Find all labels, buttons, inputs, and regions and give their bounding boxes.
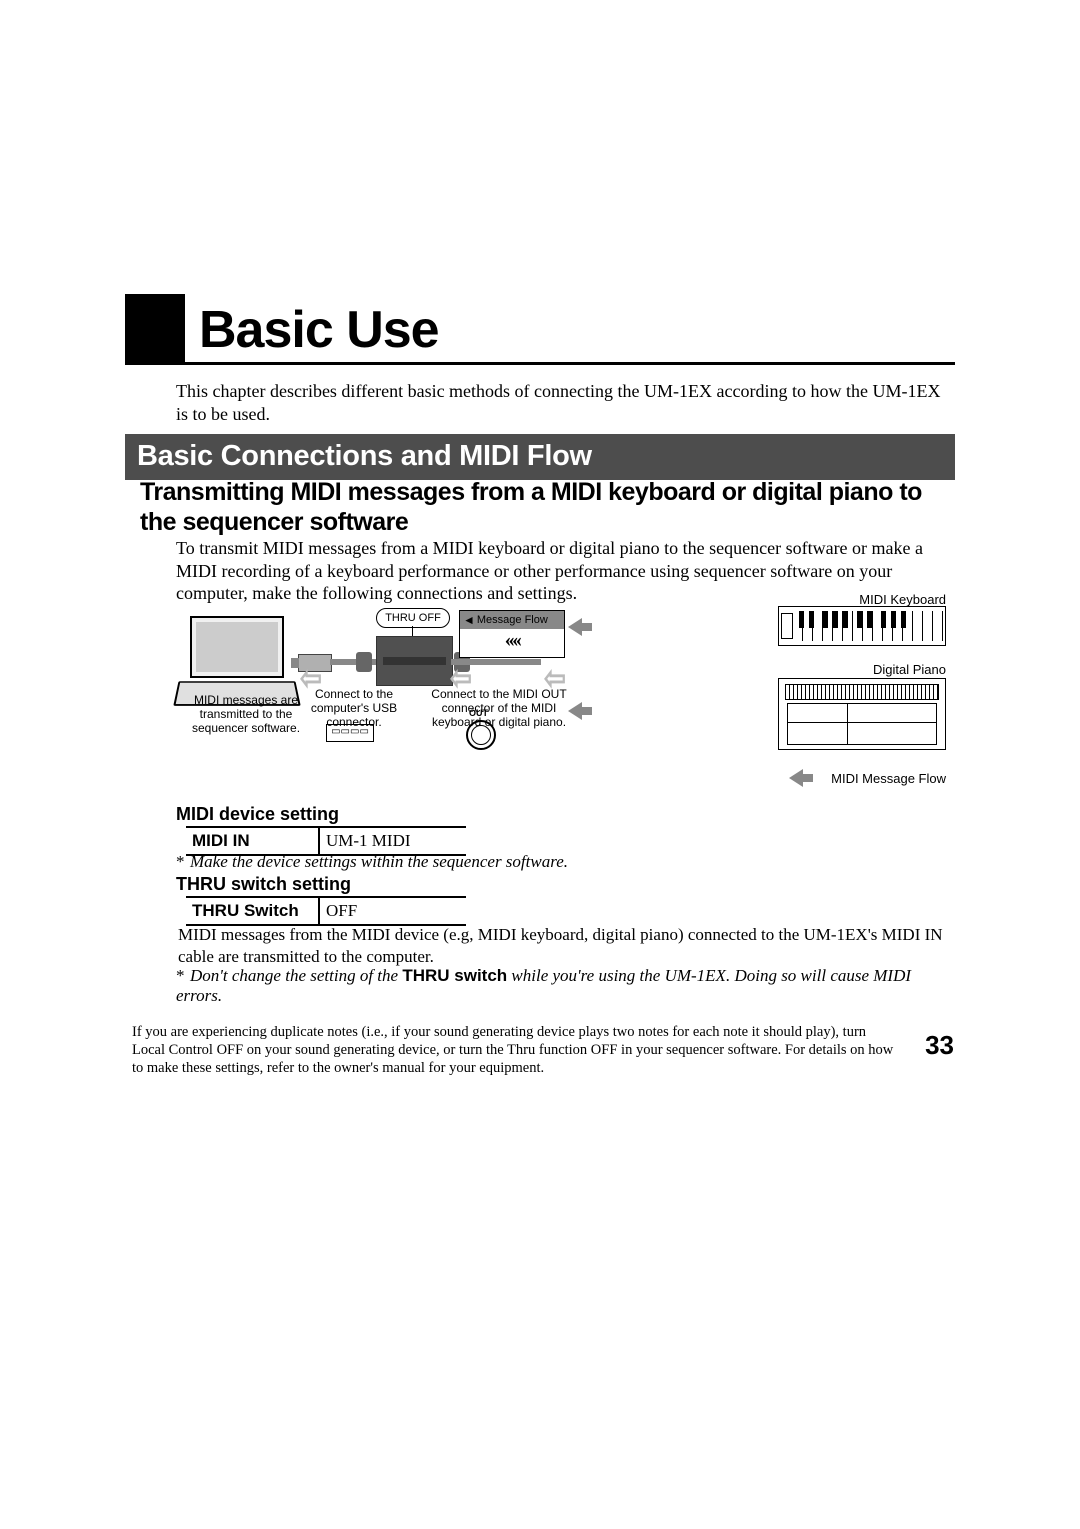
midi-device-setting-heading: MIDI device setting [176,804,476,825]
caption-midi-out: Connect to the MIDI OUT connector of the… [424,688,574,729]
chapter-header: Basic Use [125,294,955,365]
arrow-left-icon [568,702,582,720]
subsection-heading: Transmitting MIDI messages from a MIDI k… [140,478,952,537]
legend-label: MIDI Message Flow [831,771,946,786]
message-flow-label: Message Flow [477,614,548,626]
ferrite-icon [356,652,372,672]
diagram-legend: MIDI Message Flow [789,769,946,787]
thru-switch-label: THRU Switch [186,897,319,925]
leader-line [412,626,413,636]
table-row: THRU Switch OFF [186,897,466,925]
page-number: 33 [925,1030,954,1061]
thru-off-label: THRU OFF [376,608,450,628]
body-paragraph-2: MIDI messages from the MIDI device (e.g,… [178,924,948,968]
chapter-title: Basic Use [199,300,439,360]
usb-port-icon: ▭▭▭▭ [326,724,374,742]
label-digital-piano: Digital Piano [873,662,946,677]
cable-icon [330,659,380,665]
din-out-label: OUT [469,708,488,718]
midi-keyboard-icon [778,606,946,646]
note-thru-warning: *Don't change the setting of the THRU sw… [176,966,948,1006]
connection-diagram: MIDI messages are transmitted to the seq… [176,604,946,799]
footnote: If you are experiencing duplicate notes … [132,1023,902,1077]
caption-transmit: MIDI messages are transmitted to the seq… [176,694,316,735]
chapter-intro: This chapter describes different basic m… [176,380,946,425]
midi-din-icon [466,720,496,750]
label-midi-keyboard: MIDI Keyboard [859,592,946,607]
arrow-left-icon: ◄ [463,613,475,627]
section-heading: Basic Connections and MIDI Flow [125,434,955,480]
thru-switch-setting-heading: THRU switch setting [176,874,476,895]
arrow-left-icon [568,618,582,636]
table-row: MIDI IN UM-1 MIDI [186,827,466,855]
body-paragraph-1: To transmit MIDI messages from a MIDI ke… [176,537,946,605]
chevrons-icon: ‹‹‹‹ [460,629,564,651]
manual-page: Basic Use This chapter describes differe… [0,0,1080,1529]
chapter-block [125,294,185,362]
message-flow-badge: ◄Message Flow ‹‹‹‹ [459,610,565,658]
digital-piano-icon [778,678,946,750]
thru-switch-table: THRU Switch OFF [186,896,466,926]
thru-switch-value: OFF [320,897,467,925]
um1ex-device-icon [376,636,453,686]
note-device-settings: *Make the device settings within the seq… [176,852,948,872]
midi-in-value: UM-1 MIDI [320,827,467,855]
midi-in-label: MIDI IN [186,827,319,855]
arrow-left-icon [789,769,803,787]
